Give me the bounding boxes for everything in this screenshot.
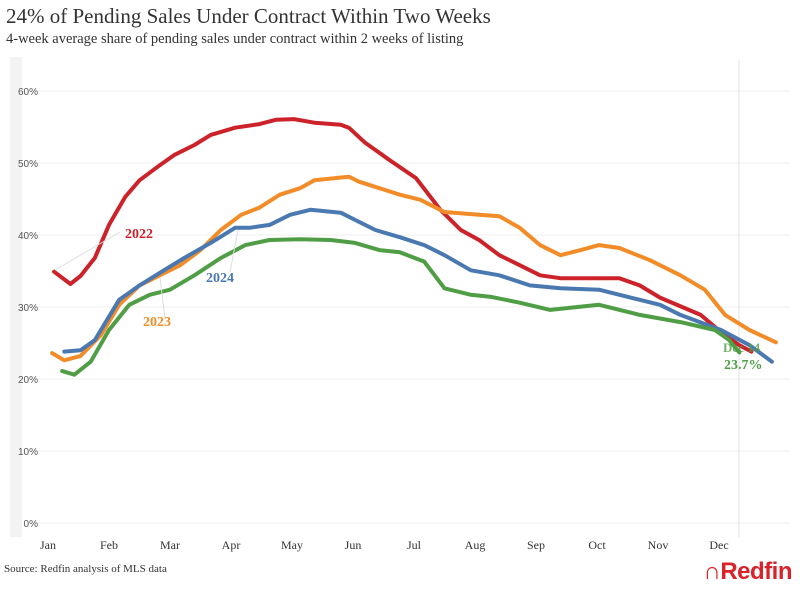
y-tick-label: 30% (18, 303, 38, 314)
chart-title: 24% of Pending Sales Under Contract With… (6, 4, 491, 28)
series-line-2024 (62, 207, 774, 364)
annotation-date: Dec 14 (723, 340, 761, 355)
series-line-current (60, 237, 742, 377)
label-leader (54, 231, 121, 271)
series-label: 2024 (206, 271, 234, 286)
y-tick-label: 50% (18, 159, 38, 170)
x-tick-label: May (281, 538, 303, 552)
annotation-value: 23.7% (724, 358, 763, 373)
series-label: 2023 (143, 315, 171, 330)
x-tick-label: Nov (648, 538, 669, 552)
y-tick-label: 40% (18, 231, 38, 242)
x-tick-label: Jun (345, 538, 362, 552)
y-tick-label: 60% (18, 87, 38, 98)
label-leader (159, 277, 166, 319)
x-tick-label: Sep (527, 538, 545, 552)
x-tick-label: Feb (100, 538, 118, 552)
label-leader (229, 229, 239, 273)
x-tick-label: Oct (588, 538, 606, 552)
redfin-logo: ∩Redfin (703, 558, 792, 585)
series-line-2023 (50, 174, 778, 363)
source-note: Source: Redfin analysis of MLS data (4, 563, 167, 575)
x-tick-label: Jul (407, 538, 422, 552)
x-tick-label: Apr (222, 538, 241, 552)
x-tick-label: Aug (465, 538, 486, 552)
logo-text: Redfin (720, 558, 792, 585)
y-tick-label: 20% (18, 375, 38, 386)
series-label: 2022 (125, 227, 153, 242)
y-tick-label: 10% (18, 447, 38, 458)
series-line-2022 (52, 117, 754, 354)
x-tick-label: Jan (40, 538, 56, 552)
x-tick-label: Dec (709, 538, 728, 552)
chart-subtitle: 4-week average share of pending sales un… (6, 31, 464, 47)
y-tick-label: 0% (24, 519, 39, 530)
x-tick-label: Mar (160, 538, 180, 552)
